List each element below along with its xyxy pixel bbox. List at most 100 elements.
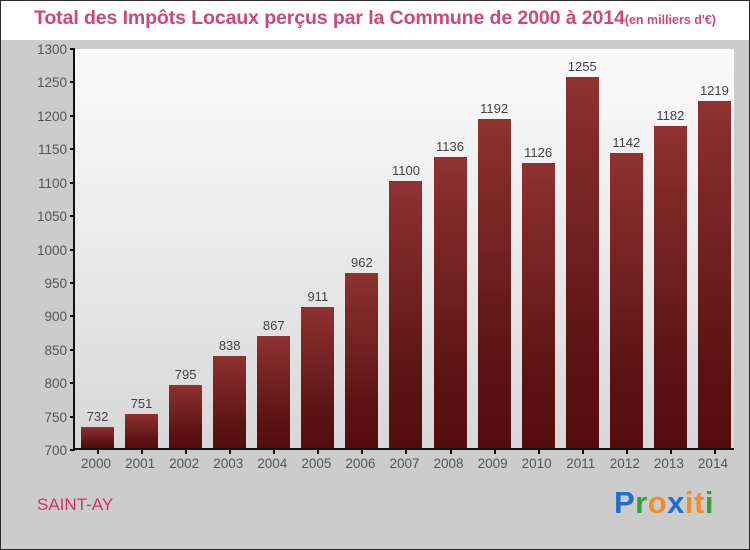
y-axis-tick-label: 950 — [44, 275, 67, 291]
x-axis-tick-label: 2004 — [257, 456, 288, 471]
x-axis-tick-label: 2006 — [345, 456, 376, 471]
y-axis-tick-label: 1250 — [36, 75, 67, 91]
bar-value-label: 1100 — [391, 162, 420, 178]
page-subtitle: (en milliers d'€) — [624, 13, 716, 27]
bar-slot: 795 — [164, 49, 208, 454]
logo-letter: P — [613, 485, 636, 520]
title-line: Total des Impôts Locaux perçus par la Co… — [34, 7, 716, 30]
y-axis-tick-label: 900 — [44, 309, 67, 325]
bar-value-label: 962 — [351, 254, 373, 270]
bar[interactable] — [697, 101, 731, 448]
y-axis-tick-mark — [70, 48, 75, 50]
bar-slot: 1219 — [693, 49, 737, 454]
x-axis-tick-label: 2001 — [125, 456, 156, 471]
bar[interactable] — [345, 272, 379, 448]
bar-slot: 1182 — [649, 49, 693, 454]
bar[interactable] — [477, 119, 511, 448]
x-axis-tick-mark — [229, 449, 232, 454]
logo-letter: i — [684, 485, 695, 520]
bar[interactable] — [609, 152, 643, 448]
bar-slot: 1255 — [561, 49, 605, 454]
x-axis-tick-mark — [669, 449, 672, 454]
bar-value-label: 1219 — [699, 83, 729, 99]
x-axis-tick-mark — [185, 449, 188, 454]
bar-value-label: 732 — [86, 408, 109, 424]
y-axis-tick-mark — [70, 315, 75, 318]
x-axis-tick-mark — [625, 449, 628, 454]
x-axis-tick-mark — [581, 449, 584, 454]
bar-slot: 838 — [208, 49, 252, 454]
bar-value-label: 838 — [218, 337, 241, 353]
x-axis-tick-mark — [405, 449, 408, 454]
y-axis-tick-label: 850 — [44, 342, 67, 358]
y-axis-tick-label: 1150 — [37, 142, 67, 158]
bar-value-label: 751 — [130, 395, 153, 411]
x-axis-tick-label: 2005 — [301, 456, 332, 471]
y-axis-tick-label: 1100 — [37, 175, 67, 191]
x-axis-tick-label: 2009 — [477, 456, 508, 471]
plot-frame: 732 751 795 838 867 911 962 1100 1136 1192 1126 125… — [37, 42, 737, 458]
bar-value-label: 1182 — [656, 107, 685, 123]
y-axis-tick-mark — [70, 382, 75, 385]
y-axis-tick-label: 800 — [44, 376, 67, 392]
bar[interactable] — [389, 180, 423, 448]
x-axis-tick-label: 2013 — [653, 456, 684, 471]
bar-value-label: 1126 — [524, 145, 553, 161]
bar-value-label: 867 — [262, 318, 285, 334]
y-axis-tick-label: 1300 — [36, 42, 67, 57]
x-axis-tick-label: 2003 — [213, 456, 244, 471]
bar-slot: 1192 — [473, 49, 517, 454]
commune-name: SAINT-AY — [37, 495, 114, 514]
x-axis-tick-mark — [537, 449, 540, 454]
y-axis-tick-mark — [70, 248, 75, 251]
bar-slot: 1100 — [384, 49, 428, 454]
bar[interactable] — [125, 413, 159, 448]
logo-letter: x — [667, 485, 685, 520]
x-axis-tick-mark — [317, 449, 320, 454]
page-title: Total des Impôts Locaux perçus par la Co… — [34, 7, 625, 29]
bar[interactable] — [213, 355, 247, 448]
y-axis-tick-mark — [70, 114, 75, 117]
chart-header: Total des Impôts Locaux perçus par la Co… — [1, 1, 749, 40]
plot-area: 732 751 795 838 867 911 962 1100 1136 1192 1126 125… — [75, 49, 737, 454]
y-axis-tick-mark — [70, 181, 75, 184]
x-axis-tick-mark — [141, 449, 144, 454]
bar-value-label: 1136 — [436, 138, 465, 154]
y-axis-tick-mark — [70, 81, 75, 84]
y-axis-tick-mark — [70, 148, 75, 151]
x-axis-tick-mark — [713, 449, 716, 454]
bar-value-label: 911 — [307, 288, 329, 304]
bar-slot: 1136 — [429, 49, 473, 454]
bar[interactable] — [565, 77, 599, 448]
bar-slot: 867 — [252, 49, 296, 454]
proxiti-logo[interactable]: Proxiti — [614, 485, 714, 521]
bar[interactable] — [81, 426, 114, 448]
logo-letter: i — [704, 485, 714, 520]
bar-value-label: 795 — [174, 366, 197, 382]
logo-letter: o — [647, 485, 668, 520]
y-axis-tick-label: 1000 — [36, 242, 67, 258]
bar[interactable] — [257, 336, 291, 448]
x-axis-tick-mark — [361, 449, 364, 454]
bar[interactable] — [301, 306, 335, 448]
bar-slot: 1142 — [605, 49, 649, 454]
bar-slot: 1126 — [517, 49, 561, 454]
x-axis-tick-mark — [449, 449, 452, 454]
x-axis-tick-label: 2014 — [697, 456, 728, 471]
x-axis-tick-mark — [493, 449, 496, 454]
x-axis-tick-label: 2008 — [433, 456, 464, 471]
bar-value-label: 1192 — [480, 101, 509, 117]
bar-slot: 751 — [120, 49, 164, 454]
bar[interactable] — [653, 125, 687, 448]
x-axis-tick-mark — [273, 449, 276, 454]
bar-value-label: 1142 — [612, 134, 641, 150]
bar[interactable] — [521, 163, 555, 448]
x-axis-tick-mark — [97, 449, 99, 454]
bar[interactable] — [433, 156, 467, 448]
bar[interactable] — [169, 384, 203, 448]
x-axis-tick-label: 2002 — [169, 456, 200, 471]
y-axis-tick-label: 750 — [44, 409, 67, 425]
bar-slot: 732 — [76, 49, 120, 454]
y-axis-tick-label: 1200 — [36, 108, 67, 124]
